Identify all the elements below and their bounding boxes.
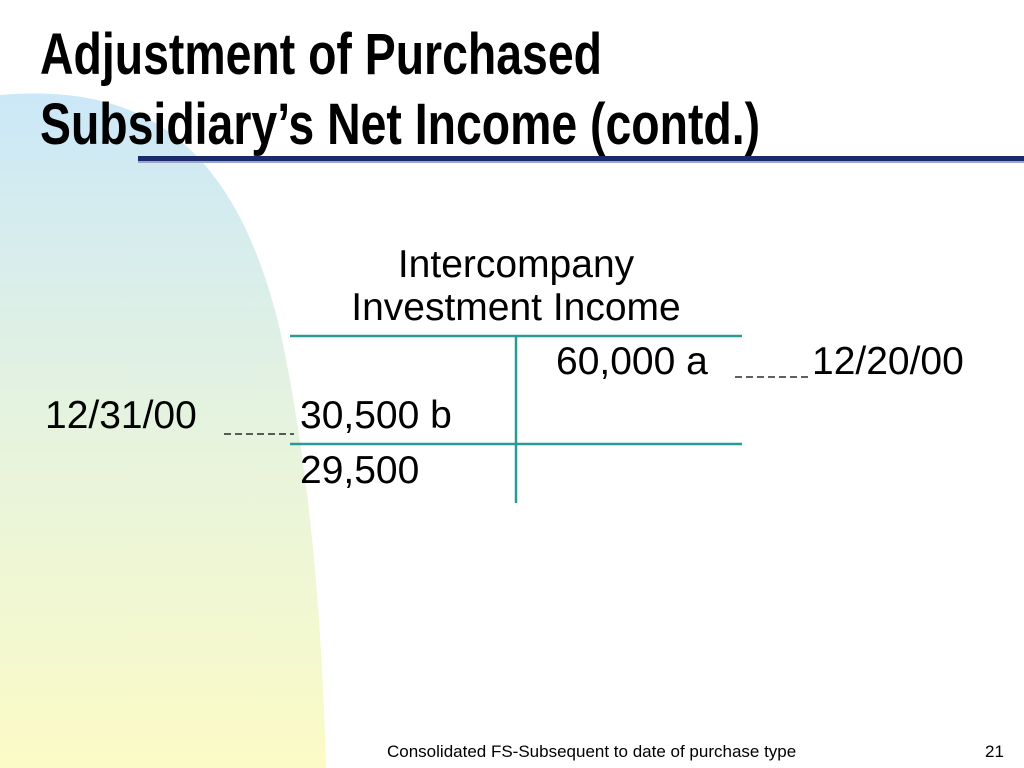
credit-date: 12/20/00 (812, 340, 964, 383)
debit-date: 12/31/00 (45, 394, 197, 437)
title-rule-shadow (138, 160, 1024, 163)
account-title: Investment Income (351, 286, 680, 329)
footer-text: Consolidated FS-Subsequent to date of pu… (387, 742, 796, 761)
credit-entry: 60,000 a (556, 340, 708, 383)
account-title: Intercompany (398, 243, 635, 286)
title-line: Adjustment of Purchased (40, 22, 602, 87)
title-rule (138, 156, 1024, 161)
background-shape (0, 93, 326, 768)
balance: 29,500 (300, 449, 419, 492)
debit-entry: 30,500 b (300, 394, 452, 437)
page-number: 21 (985, 742, 1004, 761)
title-line: Subsidiary’s Net Income (contd.) (40, 92, 760, 157)
title: Adjustment of Purchased Subsidiary’s Net… (40, 22, 760, 157)
